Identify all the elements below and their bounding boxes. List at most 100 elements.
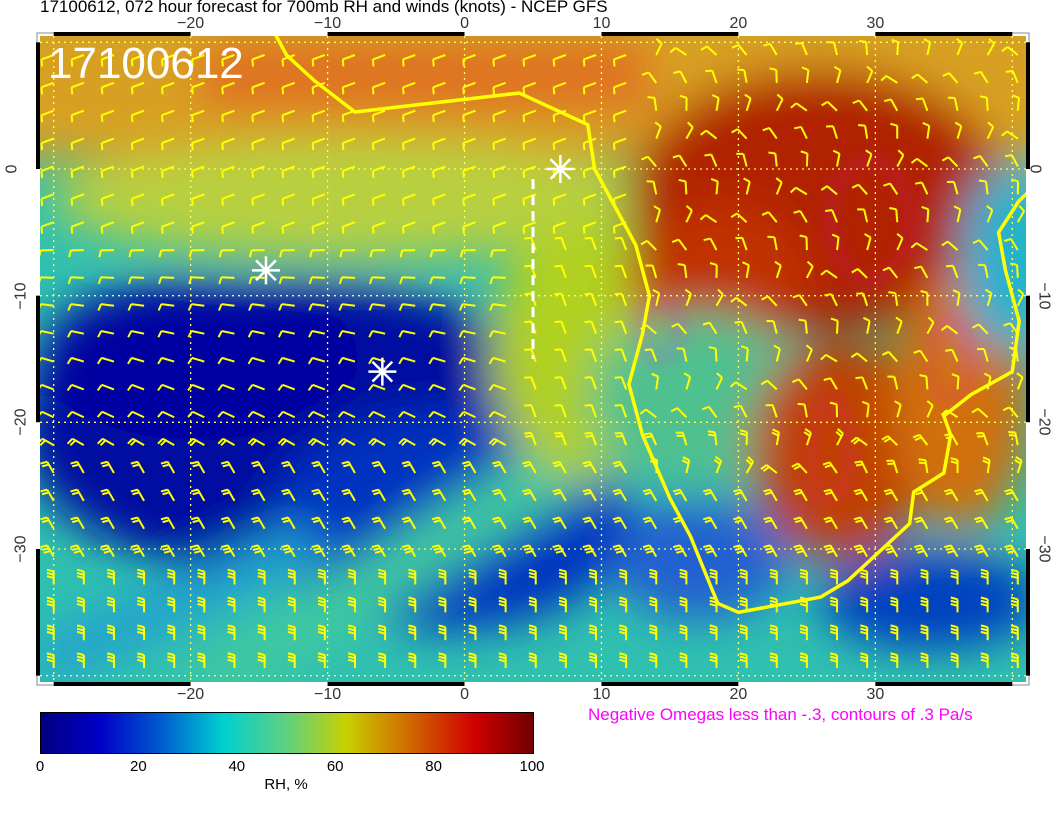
- wind-barb: [492, 276, 506, 279]
- wind-barb-flag: [552, 226, 556, 234]
- wind-barb: [407, 516, 417, 530]
- colorbar-label: 100: [519, 758, 545, 775]
- wind-barb-flag: [987, 121, 994, 128]
- wind-barb-flag: [709, 624, 717, 629]
- wind-barb-flag: [438, 596, 446, 601]
- wind-barb-flag: [730, 212, 738, 219]
- wind-barb-flag: [311, 142, 315, 151]
- wind-barb: [433, 437, 446, 447]
- wind-barb-flag: [402, 226, 405, 234]
- wind-barb-flag: [41, 463, 50, 468]
- wind-barb: [221, 329, 235, 335]
- wind-barb-flag: [46, 571, 54, 576]
- wind-barb-flag: [554, 236, 562, 240]
- wind-barb: [861, 376, 869, 390]
- wind-barb: [282, 81, 296, 89]
- wind-barb-flag: [980, 630, 988, 635]
- wind-barb-flag: [829, 575, 838, 579]
- wind-barb: [46, 461, 55, 474]
- wind-barb-flag: [651, 372, 659, 378]
- wind-barb: [956, 292, 961, 306]
- wind-barb-flag: [805, 344, 813, 351]
- wind-barb-flag: [257, 603, 265, 607]
- wind-barb-flag: [649, 630, 657, 635]
- wind-barb-flag: [829, 627, 838, 632]
- wind-barb: [588, 516, 597, 530]
- wind-barb: [523, 221, 537, 228]
- wind-barb-flag: [106, 624, 115, 629]
- wind-barb: [342, 81, 356, 89]
- wind-barb: [715, 460, 723, 474]
- wind-barb-flag: [713, 458, 721, 465]
- wind-barb: [462, 137, 476, 144]
- wind-barb: [106, 489, 115, 502]
- wind-barb-flag: [652, 288, 660, 294]
- wind-barb-flag: [287, 630, 295, 635]
- wind-barb-flag: [408, 603, 416, 607]
- wind-barb-flag: [1001, 130, 1008, 137]
- wind-barb: [1009, 322, 1019, 335]
- wind-barb-flag: [769, 603, 778, 607]
- wind-barb-flag: [468, 603, 476, 607]
- wind-barb-flag: [941, 156, 949, 162]
- wind-barb-flag: [463, 491, 471, 496]
- wind-barb-flag: [127, 330, 133, 338]
- wind-barb-flag: [106, 655, 115, 660]
- wind-barb-flag: [307, 384, 314, 392]
- wind-barb-flag: [378, 575, 386, 579]
- wind-barb-flag: [106, 571, 115, 576]
- wind-barb-flag: [371, 87, 375, 95]
- wind-barb-flag: [769, 655, 778, 660]
- wind-barb-flag: [704, 153, 712, 157]
- wind-barb-flag: [554, 320, 562, 324]
- wind-barb: [402, 109, 416, 117]
- wind-barb-flag: [160, 439, 167, 447]
- wind-barb: [986, 293, 993, 307]
- wind-barb: [832, 125, 838, 139]
- wind-barb-flag: [399, 250, 404, 258]
- wind-barb: [282, 193, 296, 200]
- wind-barb-flag: [247, 411, 254, 418]
- wind-barb-flag: [822, 461, 831, 466]
- wind-barb: [862, 293, 869, 307]
- wind-barb-flag: [307, 357, 314, 365]
- wind-barb-flag: [883, 437, 891, 443]
- wind-barb-flag: [950, 630, 958, 635]
- wind-barb-flag: [408, 571, 416, 576]
- wind-barb-flag: [708, 346, 716, 350]
- wind-barb-flag: [558, 655, 567, 660]
- wind-barb-flag: [257, 630, 265, 635]
- colorbar-label: 60: [326, 758, 344, 775]
- wind-barb-flag: [552, 59, 556, 67]
- wind-barb-flag: [76, 655, 85, 660]
- wind-barb-flag: [76, 624, 85, 629]
- wind-barb-flag: [433, 547, 441, 551]
- wind-barb: [101, 221, 115, 228]
- wind-barb: [825, 269, 838, 279]
- wind-barb-flag: [317, 603, 326, 607]
- wind-barb: [106, 461, 115, 474]
- wind-barb-flag: [408, 575, 416, 579]
- lon-tick-label: 30: [866, 15, 885, 32]
- wind-barb-flag: [433, 463, 441, 468]
- wind-barb-flag: [860, 627, 868, 632]
- wind-barb: [950, 433, 959, 446]
- wind-barb: [682, 348, 688, 362]
- wind-barb-flag: [341, 226, 345, 234]
- wind-barb: [956, 376, 960, 390]
- wind-barb: [101, 410, 115, 419]
- wind-barb: [590, 348, 597, 362]
- wind-barb: [131, 329, 145, 335]
- wind-barb-flag: [584, 376, 592, 379]
- wind-barb: [896, 237, 904, 251]
- wind-barb-flag: [612, 488, 620, 493]
- coastline: [274, 36, 1026, 615]
- wind-barb: [892, 460, 899, 474]
- wind-barb-flag: [588, 655, 597, 660]
- wind-barb-flag: [799, 571, 808, 576]
- wind-barb-flag: [612, 170, 616, 178]
- wind-barb-flag: [251, 87, 254, 95]
- wind-barb-flag: [860, 571, 868, 576]
- wind-barb: [613, 165, 627, 172]
- wind-barb: [221, 165, 235, 172]
